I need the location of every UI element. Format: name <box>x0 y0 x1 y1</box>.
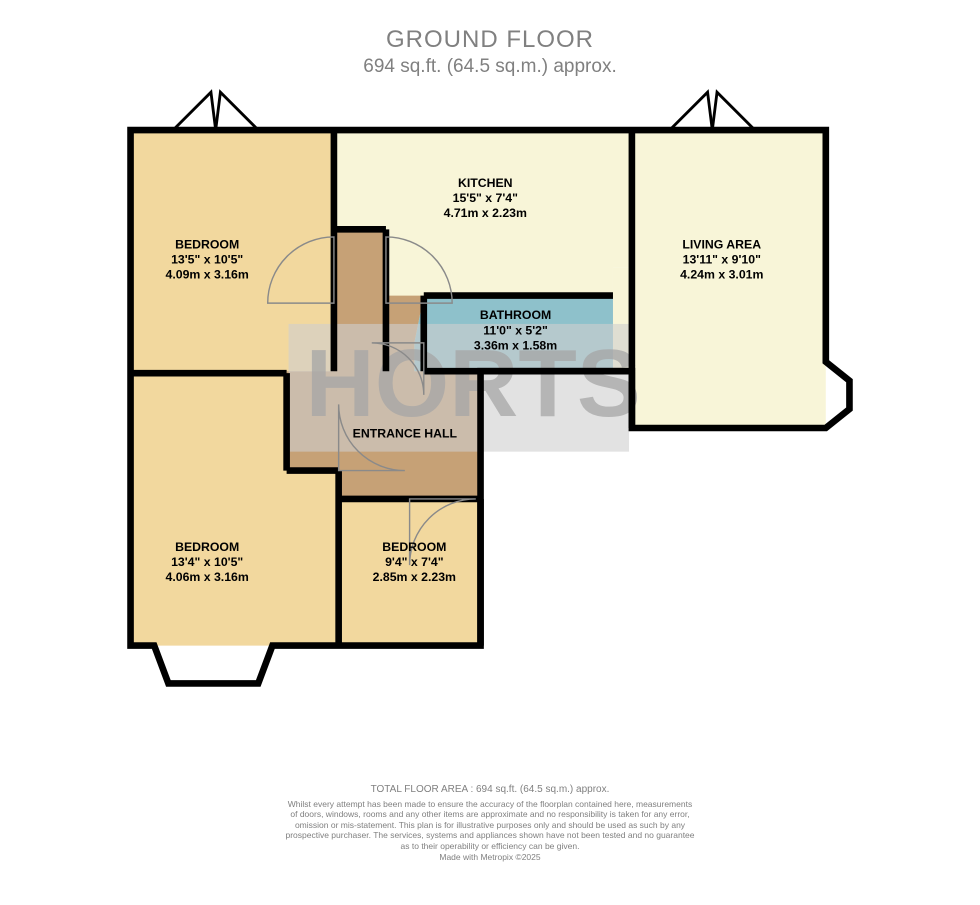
room-dim-metric-bedroom-3: 2.85m x 2.23m <box>373 570 456 584</box>
footer-area: TOTAL FLOOR AREA : 694 sq.ft. (64.5 sq.m… <box>0 784 980 797</box>
room-label-bedroom-2: BEDROOM <box>175 540 239 554</box>
footer-disclaimer-line: of doors, windows, rooms and any other i… <box>0 809 980 820</box>
room-dim-imperial-bathroom: 11'0" x 5'2" <box>483 323 548 337</box>
bay-window <box>173 92 216 130</box>
room-dim-metric-bathroom: 3.36m x 1.58m <box>474 338 557 352</box>
page-subtitle: 694 sq.ft. (64.5 sq.m.) approx. <box>0 56 980 78</box>
room-dim-metric-bedroom-2: 4.06m x 3.16m <box>166 570 249 584</box>
room-dim-imperial-bedroom-3: 9'4" x 7'4" <box>385 555 444 569</box>
footer-disclaimer-line: Whilst every attempt has been made to en… <box>0 799 980 810</box>
footer-disclaimer-line: as to their operability or efficiency ca… <box>0 841 980 852</box>
room-dim-metric-kitchen: 4.71m x 2.23m <box>444 206 527 220</box>
room-dim-imperial-kitchen: 15'5" x 7'4" <box>453 191 518 205</box>
footer-disclaimer-line: omission or mis-statement. This plan is … <box>0 820 980 831</box>
bay-window <box>712 92 755 130</box>
bay-window <box>670 92 713 130</box>
footer: TOTAL FLOOR AREA : 694 sq.ft. (64.5 sq.m… <box>0 784 980 862</box>
bay-window <box>216 92 259 130</box>
room-label-bathroom: BATHROOM <box>480 308 551 322</box>
header: GROUND FLOOR 694 sq.ft. (64.5 sq.m.) app… <box>0 26 980 78</box>
room-dim-metric-bedroom-1: 4.09m x 3.16m <box>166 268 249 282</box>
room-dim-imperial-bedroom-1: 13'5" x 10'5" <box>171 252 243 266</box>
floorplan-diagram: HORTSBEDROOM13'5" x 10'5"4.09m x 3.16mKI… <box>0 78 980 778</box>
room-label-bedroom-1: BEDROOM <box>175 237 239 251</box>
footer-disclaimer-line: Made with Metropix ©2025 <box>0 852 980 863</box>
room-label-living-area: LIVING AREA <box>682 237 761 251</box>
room-label-entrance-hall: ENTRANCE HALL <box>353 426 458 440</box>
room-label-kitchen: KITCHEN <box>458 176 513 190</box>
bay-window <box>154 646 272 684</box>
room-dim-metric-living-area: 4.24m x 3.01m <box>680 268 763 282</box>
room-dim-imperial-bedroom-2: 13'4" x 10'5" <box>171 555 243 569</box>
footer-disclaimer-line: prospective purchaser. The services, sys… <box>0 830 980 841</box>
page-title: GROUND FLOOR <box>0 26 980 54</box>
room-label-bedroom-3: BEDROOM <box>382 540 446 554</box>
room-dim-imperial-living-area: 13'11" x 9'10" <box>683 252 761 266</box>
